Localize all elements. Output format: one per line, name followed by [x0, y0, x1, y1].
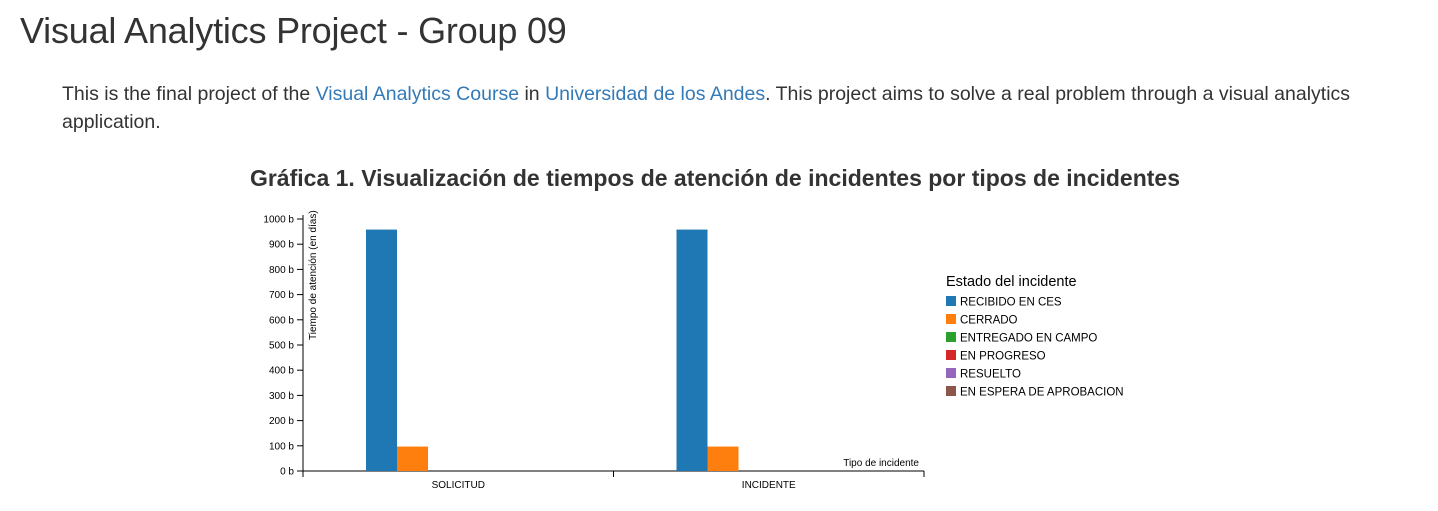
- y-tick-label: 0 b: [280, 467, 294, 478]
- legend-label: EN ESPERA DE APROBACION: [960, 387, 1124, 399]
- y-tick-label: 1000 b: [263, 215, 294, 226]
- y-tick-label: 500 b: [269, 341, 294, 352]
- legend-swatch: [946, 350, 956, 360]
- y-axis-label: Tiempo de atención (en días): [308, 210, 319, 340]
- intro-paragraph: This is the final project of the Visual …: [62, 80, 1412, 136]
- y-tick-label: 200 b: [269, 416, 294, 427]
- bar: [397, 446, 428, 471]
- bar: [707, 446, 739, 471]
- visual-analytics-course-link[interactable]: Visual Analytics Course: [315, 83, 520, 105]
- y-tick-label: 300 b: [269, 391, 294, 402]
- legend-label: RECIBIDO EN CES: [960, 297, 1062, 309]
- legend-swatch: [946, 332, 956, 342]
- page-title: Visual Analytics Project - Group 09: [20, 10, 567, 51]
- intro-text-before: This is the final project of the: [62, 83, 316, 105]
- intro-text-after: . This project aims to solve a real prob…: [62, 83, 1351, 133]
- y-tick-label: 600 b: [269, 315, 294, 326]
- legend-swatch: [946, 296, 956, 306]
- chart-title: Gráfica 1. Visualización de tiempos de a…: [249, 165, 1181, 191]
- y-tick-label: 700 b: [269, 290, 294, 301]
- x-tick-label: INCIDENTE: [742, 480, 796, 491]
- legend-label: CERRADO: [960, 315, 1018, 327]
- x-tick-label: SOLICITUD: [432, 480, 485, 491]
- legend-label: RESUELTO: [960, 369, 1021, 381]
- legend-swatch: [946, 368, 956, 378]
- y-tick-label: 900 b: [269, 240, 294, 251]
- bar: [676, 229, 708, 471]
- intro-text-mid: in: [519, 83, 546, 105]
- y-tick-label: 800 b: [269, 265, 294, 276]
- legend-swatch: [946, 386, 956, 396]
- x-axis-label: Tipo de incidente: [843, 458, 919, 469]
- legend-title: Estado del incidente: [946, 274, 1077, 290]
- universidad-link[interactable]: Universidad de los Andes: [545, 83, 766, 105]
- legend-label: EN PROGRESO: [960, 351, 1046, 363]
- y-tick-label: 400 b: [269, 366, 294, 377]
- bar: [366, 229, 397, 471]
- y-tick-label: 100 b: [269, 441, 294, 452]
- legend-swatch: [946, 314, 956, 324]
- legend-label: ENTREGADO EN CAMPO: [960, 333, 1097, 345]
